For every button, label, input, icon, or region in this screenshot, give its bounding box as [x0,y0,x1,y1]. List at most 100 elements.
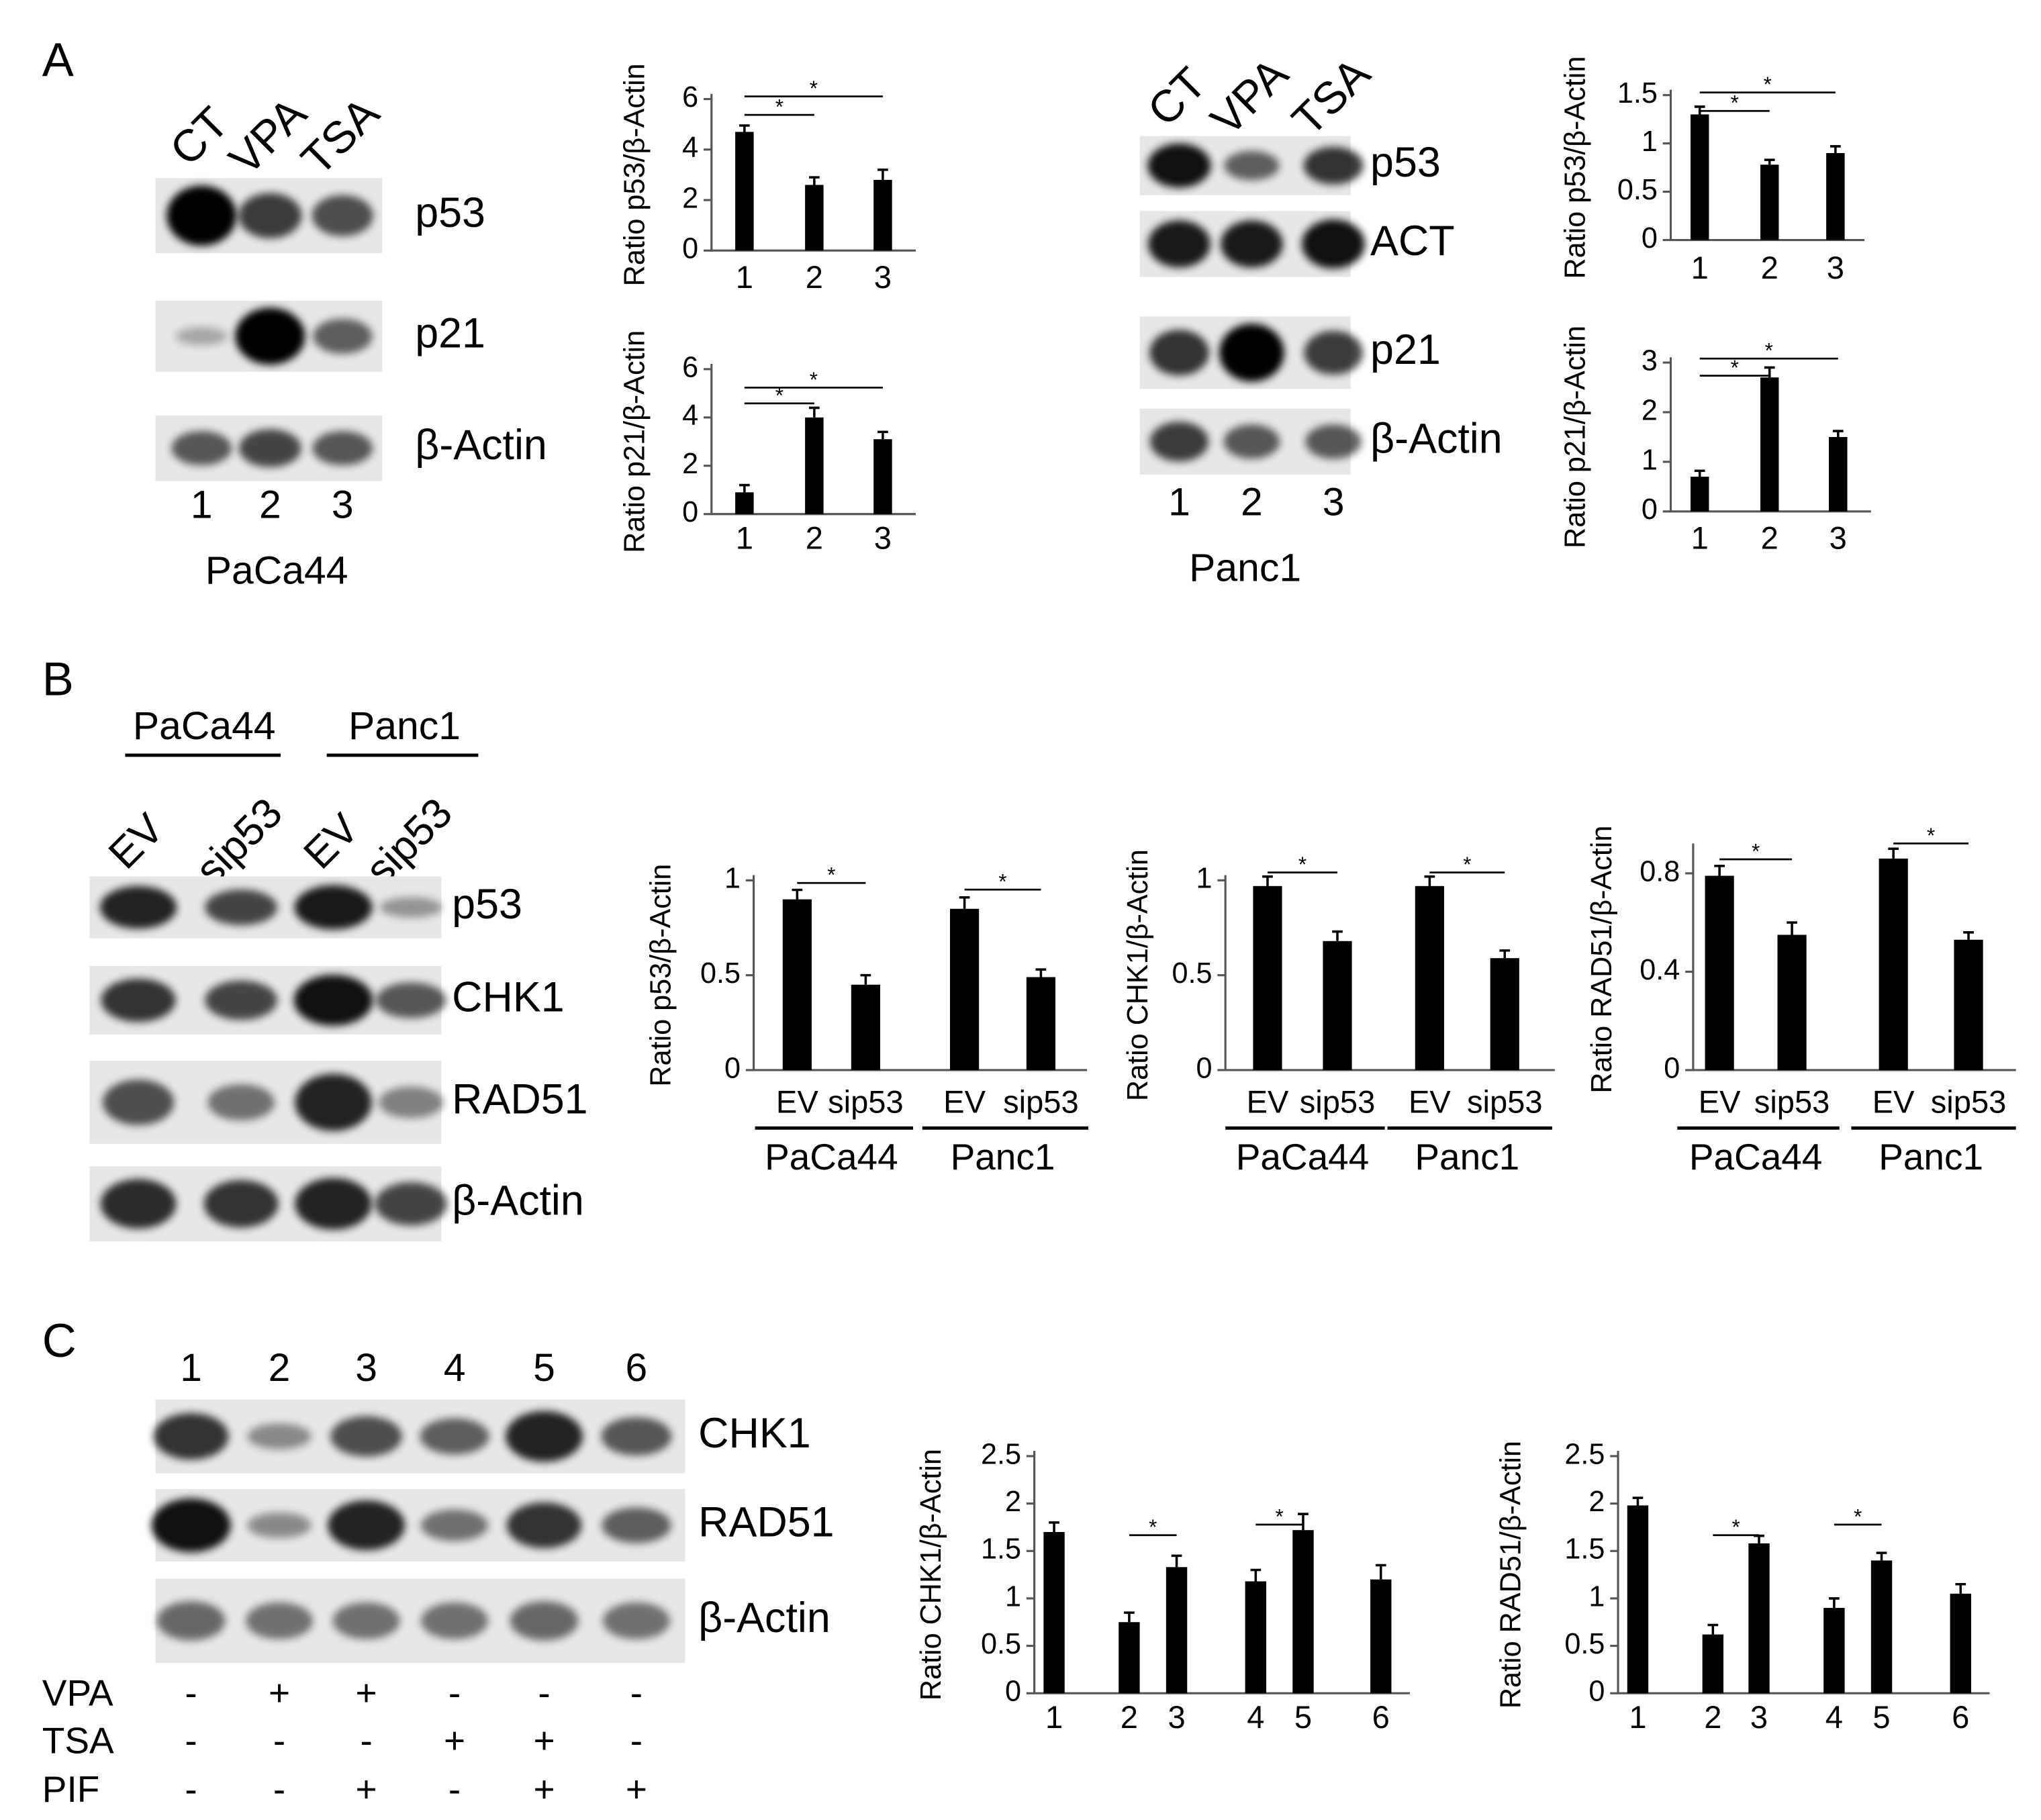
x-tick-label: 4 [1825,1699,1843,1735]
error-bar [1375,1564,1386,1580]
bar [1829,436,1848,512]
treatment-sign: - [538,1672,550,1714]
bar [950,908,980,1070]
row-label: p21 [1370,326,1441,373]
blot-band [312,195,373,236]
treatment-sign: - [185,1672,197,1714]
y-axis-label: Ratio RAD51/β-Actin [1586,826,1618,1094]
row-label: β-Actin [698,1594,830,1641]
x-tick-label: 3 [1168,1699,1185,1735]
blot-band [1221,220,1283,268]
x-tick-label: sip53 [1300,1084,1376,1119]
bar [1760,377,1779,512]
lane-number: 3 [332,483,354,526]
x-tick-label: 3 [1830,520,1847,555]
group-label: Panc1 [1879,1136,1983,1178]
blot-band [1223,424,1280,459]
blot-band [1305,424,1362,459]
lane-number: 6 [626,1346,648,1390]
significance-label: * [1463,853,1471,876]
significance-label: * [1731,356,1739,379]
y-tick-label: 1.5 [1564,1533,1605,1566]
x-tick-label: 3 [1750,1699,1768,1735]
significance-label: * [998,870,1006,894]
significance-label: * [827,863,835,887]
treatment-sign: - [185,1719,197,1761]
blot-band [151,1498,231,1553]
row-label: CHK1 [452,974,565,1021]
bar [1702,1634,1724,1694]
error-bar [792,888,803,900]
x-tick-label: 3 [874,520,892,555]
bar [805,417,824,514]
error-bar [1714,865,1725,876]
x-tick-label: 6 [1952,1699,1969,1735]
y-axis-label: Ratio p53/β-Actin [645,864,677,1087]
lane-number: 2 [1241,481,1263,524]
y-tick-label: 0 [1005,1676,1021,1708]
bar [1026,977,1056,1070]
error-bar [1876,1551,1887,1561]
lane-label: EV [100,805,173,878]
bar [1690,114,1709,240]
group-label: Panc1 [951,1136,1055,1178]
row-label: β-Actin [1370,415,1503,462]
treatment-name: PIF [42,1768,99,1810]
x-tick-label: 2 [1761,250,1778,285]
y-tick-label: 0 [682,496,698,528]
significance-label: * [810,77,818,100]
x-tick-label: EV [1247,1084,1289,1119]
x-tick-label: EV [1409,1084,1451,1119]
x-tick-label: 1 [1045,1699,1063,1735]
treatment-sign: - [273,1768,285,1810]
group-label: Panc1 [348,704,461,748]
y-tick-label: 1.5 [1617,77,1658,109]
row-label: ACT [1370,218,1455,265]
treatment-sign: - [448,1768,461,1810]
blot-band [420,1418,489,1455]
error-bar [739,124,750,132]
lane-label: TSA [1283,48,1380,145]
y-tick-label: 2 [682,448,698,480]
x-tick-label: 1 [736,259,753,295]
significance-label: * [1765,339,1773,363]
error-bar [739,483,750,493]
x-tick-label: EV [943,1084,986,1119]
error-bar [809,176,820,185]
bar [735,492,754,514]
y-tick-label: 2 [1642,394,1658,426]
y-tick-label: 0.4 [1640,954,1680,986]
x-tick-label: sip53 [1931,1084,2007,1119]
y-tick-label: 2.5 [981,1438,1021,1470]
treatment-sign: - [448,1672,461,1714]
x-tick-label: 2 [806,520,823,555]
blot-band [1148,220,1211,268]
blot-band [328,1500,406,1551]
error-bar [1888,847,1899,859]
bar [873,179,892,251]
blot-band [330,1416,402,1457]
row-label: p53 [415,189,485,236]
lane-number: 2 [269,1346,291,1390]
treatment-sign: - [630,1672,643,1714]
blot-band [421,1509,489,1541]
blot-band [99,885,177,929]
error-bar [860,973,871,985]
treatment-sign: - [185,1768,197,1810]
significance-label: * [1298,853,1307,876]
lane-label: CT [161,98,238,175]
bar [1879,858,1908,1070]
treatment-name: VPA [42,1672,113,1714]
significance-label: * [1927,824,1935,847]
group-label: PaCa44 [765,1136,898,1178]
error-bar [1298,1513,1309,1531]
blot-band [313,318,373,354]
x-tick-label: 1 [1691,520,1709,555]
blot-band [295,1073,372,1131]
bar [1950,1593,1971,1694]
y-tick-label: 0 [1642,493,1658,526]
blot-band [1147,143,1211,188]
y-tick-label: 1 [724,863,741,895]
group-label: PaCa44 [1236,1136,1370,1178]
bar [1748,1543,1770,1694]
